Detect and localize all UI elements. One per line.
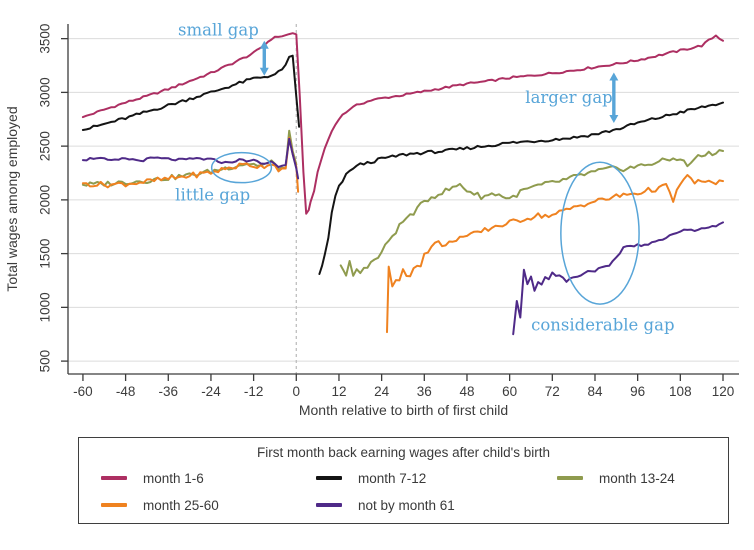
legend-entry-month-7-12: month 7-12 [316, 467, 557, 489]
annotation-arrowhead-down [259, 67, 269, 76]
x-tick-label: 84 [587, 384, 603, 399]
annotation-text-small-gap: small gap [178, 21, 259, 40]
x-tick-label: 96 [630, 384, 645, 399]
x-tick-label: 60 [502, 384, 517, 399]
legend-entry-month-25-60: month 25-60 [101, 494, 316, 516]
y-tick-label: 3500 [38, 24, 53, 54]
gridlines [68, 38, 739, 362]
legend-swatch-month-13-24 [557, 476, 583, 480]
legend-entry-not-by-month-61: not by month 61 [316, 494, 557, 516]
x-tick-label: 120 [712, 384, 735, 399]
legend-label: month 1-6 [143, 470, 204, 486]
x-tick-label: -24 [201, 384, 221, 399]
annotations: small gap little gap larger gap considerabl… [175, 21, 674, 335]
annotation-text-considerable-gap: considerable gap [531, 316, 674, 335]
legend-grid: month 1-6 month 7-12 month 13-24 month 25-6… [79, 467, 728, 516]
x-tick-label: 0 [293, 384, 301, 399]
annotation-text-larger-gap: larger gap [525, 88, 612, 107]
y-axis-ticks: 500 1000 1500 2000 2500 3000 3500 [38, 24, 68, 373]
legend-swatch-not-by-month-61 [316, 503, 342, 507]
y-tick-label: 1500 [38, 239, 53, 269]
y-tick-label: 500 [38, 350, 53, 373]
x-tick-label: 72 [545, 384, 560, 399]
x-axis-ticks: -60 -48 -36 -24 -12 0 12 24 36 48 60 72 84 96 108 120 [73, 374, 734, 399]
x-tick-label: 12 [331, 384, 346, 399]
legend-label: not by month 61 [358, 497, 455, 513]
y-tick-label: 2500 [38, 131, 53, 161]
x-tick-label: 36 [417, 384, 432, 399]
annotation-ellipse [210, 151, 273, 184]
annotation-text-little-gap: little gap [175, 186, 250, 205]
legend-box: First month back earning wages after chi… [78, 437, 729, 524]
legend-label: month 25-60 [143, 497, 219, 513]
series-line-month-25-60 [81, 136, 724, 334]
x-tick-label: -12 [244, 384, 264, 399]
x-tick-label: -36 [159, 384, 179, 399]
x-tick-label: -48 [116, 384, 136, 399]
legend-swatch-month-1-6 [101, 476, 127, 480]
legend-swatch-month-7-12 [316, 476, 342, 480]
x-tick-label: 48 [459, 384, 474, 399]
x-tick-label: -60 [73, 384, 93, 399]
annotation-arrowhead-up [609, 72, 619, 81]
axes [67, 24, 739, 375]
annotation-ellipse [560, 161, 640, 305]
annotation-arrowhead-down [609, 115, 619, 124]
y-axis-title: Total wages among employed [4, 106, 20, 291]
series-line-month-1-6 [81, 32, 724, 215]
legend-entry-month-1-6: month 1-6 [101, 467, 316, 489]
series-line-month-7-12 [81, 54, 724, 275]
y-tick-label: 2000 [38, 185, 53, 215]
legend-entry-month-13-24: month 13-24 [557, 467, 728, 489]
legend-swatch-month-25-60 [101, 503, 127, 507]
y-tick-label: 3000 [38, 77, 53, 107]
legend-title: First month back earning wages after chi… [257, 445, 550, 460]
series-line-not-by-month-61 [81, 137, 724, 336]
legend-label: month 13-24 [599, 470, 675, 486]
annotation-arrowhead-up [259, 40, 269, 49]
x-tick-label: 108 [669, 384, 692, 399]
legend-label: month 7-12 [358, 470, 427, 486]
x-tick-label: 24 [374, 384, 390, 399]
y-tick-label: 1000 [38, 292, 53, 322]
x-axis-title: Month relative to birth of first child [299, 402, 508, 418]
